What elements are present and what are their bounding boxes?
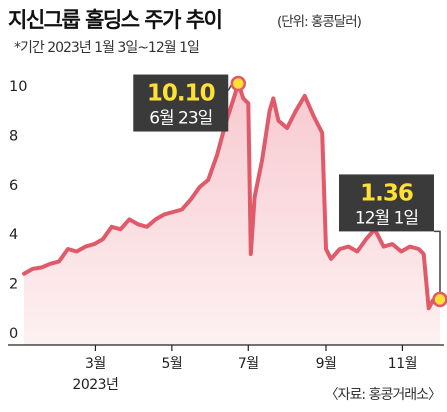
callout-date: 12월 1일	[355, 208, 418, 228]
price-area	[24, 83, 440, 345]
y-tick-label: 4	[9, 227, 18, 243]
x-tick-label: 9월	[316, 356, 337, 372]
price-line	[22, 81, 442, 311]
callout-value: 1.36	[360, 180, 413, 206]
y-axis-ticks: 0 2 4 6 8 10	[9, 79, 27, 342]
y-tick-label: 10	[9, 79, 27, 95]
callout-box	[339, 174, 434, 232]
data-point-marker	[432, 291, 447, 308]
x-tick-label: 3월	[85, 356, 106, 372]
x-tick-label: 7월	[238, 356, 259, 372]
callout-date: 6월 23일	[149, 109, 212, 129]
year-label: 2023년	[72, 377, 118, 393]
period-note: *기간 2023년 1월 3일~12월 1일	[14, 40, 200, 56]
x-tick-label: 5월	[161, 356, 182, 372]
data-point-marker	[230, 75, 247, 92]
source-note: 〈자료: 홍콩거래소〉	[324, 387, 442, 403]
y-tick-label: 6	[9, 178, 18, 194]
y-tick-label: 8	[9, 128, 18, 144]
callout-box	[133, 74, 229, 132]
chart-title: 지신그룹 홀딩스 주가 추이	[8, 8, 223, 32]
y-tick-label: 0	[9, 326, 18, 342]
x-tick-label: 11월	[388, 356, 417, 372]
x-axis-ticks: 3월 5월 7월 9월 11월	[85, 345, 418, 372]
callout-connector	[434, 230, 441, 294]
callout-value: 10.10	[147, 81, 215, 107]
unit-label: (단위: 홍콩달러)	[277, 14, 362, 30]
y-tick-label: 2	[9, 277, 18, 293]
